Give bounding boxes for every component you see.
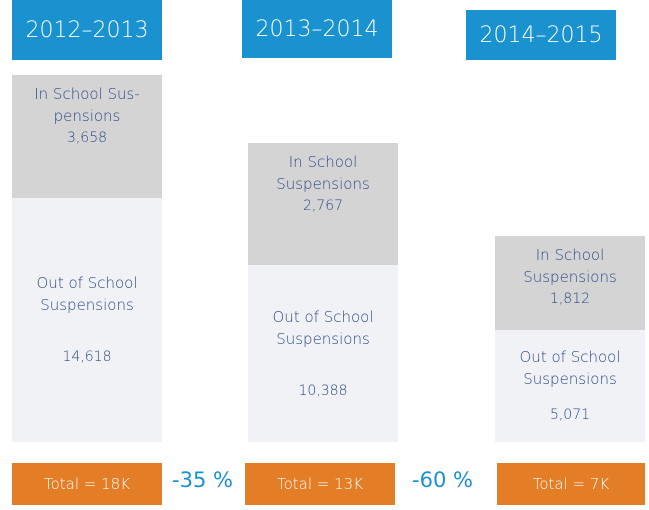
in-school-label: In School Suspensions <box>276 153 370 193</box>
percent-change: -60 % <box>412 468 473 492</box>
in-school-box: In School Suspensions 2,767 <box>248 143 398 265</box>
in-school-value: 1,812 <box>549 291 591 307</box>
in-school-label: In School Sus-pensions <box>34 85 140 125</box>
in-school-value: 2,767 <box>302 198 344 214</box>
in-school-label: In School Suspensions <box>523 246 617 286</box>
total-box: Total = 18K <box>12 463 162 505</box>
percent-change: -35 % <box>172 468 233 492</box>
year-header: 2014–2015 <box>466 10 616 60</box>
year-header: 2012–2013 <box>12 0 162 60</box>
in-school-box: In School Sus-pensions 3,658 <box>12 75 162 198</box>
in-school-value: 3,658 <box>66 130 108 146</box>
out-school-box: Out of School Suspensions 14,618 <box>12 198 162 442</box>
out-school-label: Out of School Suspensions <box>36 274 138 314</box>
out-school-value: 5,071 <box>549 407 591 423</box>
out-school-label: Out of School Suspensions <box>519 348 621 388</box>
total-box: Total = 13K <box>245 463 395 505</box>
out-school-box: Out of School Suspensions 10,388 <box>248 265 398 442</box>
year-header: 2013–2014 <box>242 0 392 58</box>
out-school-value: 14,618 <box>62 349 112 365</box>
out-school-value: 10,388 <box>298 382 348 399</box>
in-school-box: In School Suspensions 1,812 <box>495 236 645 330</box>
out-school-label: Out of School Suspensions <box>272 307 374 348</box>
total-box: Total = 7K <box>497 463 645 505</box>
out-school-box: Out of School Suspensions 5,071 <box>495 330 645 442</box>
